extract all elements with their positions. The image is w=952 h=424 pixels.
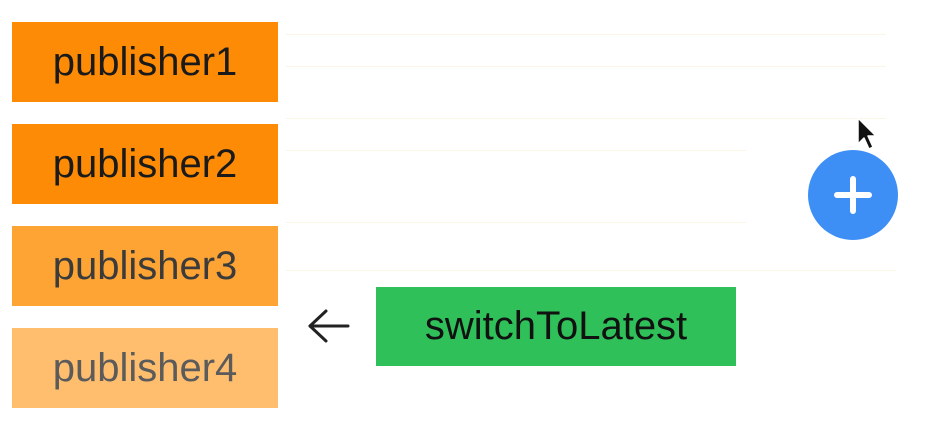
guide-line [286, 66, 886, 67]
arrow-left-icon [308, 309, 350, 343]
mouse-pointer-icon [857, 117, 877, 150]
switch-to-latest-label: switchToLatest [424, 304, 688, 348]
publisher2-box: publisher2 [12, 124, 278, 204]
guide-line [286, 34, 886, 35]
publisher2-label: publisher2 [52, 141, 238, 186]
publisher3-label: publisher3 [52, 243, 238, 288]
publisher1-label: publisher1 [52, 39, 238, 84]
switch-to-latest-box: switchToLatest [376, 287, 736, 366]
publisher4-label: publisher4 [52, 345, 238, 390]
guide-line [286, 270, 896, 271]
guide-line [286, 118, 886, 119]
plus-icon [834, 176, 872, 214]
add-publisher-button[interactable] [808, 150, 898, 240]
publisher4-box: publisher4 [12, 328, 278, 408]
guide-line [286, 222, 746, 223]
guide-line [286, 150, 746, 151]
publisher1-box: publisher1 [12, 22, 278, 102]
publisher3-box: publisher3 [12, 226, 278, 306]
